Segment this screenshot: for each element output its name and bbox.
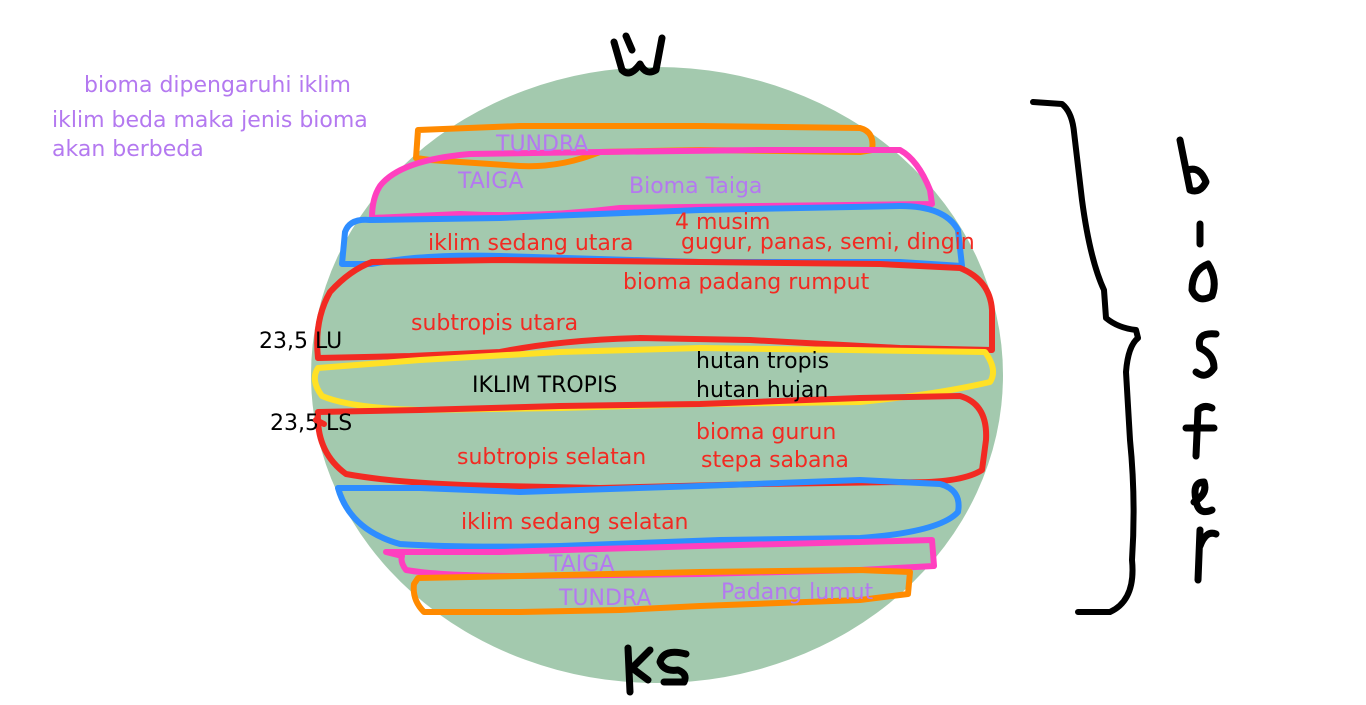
bioma-gurun-label: bioma gurun bbox=[696, 420, 836, 445]
tundra-south-label: TUNDRA bbox=[558, 586, 651, 611]
note-line-3: akan berbeda bbox=[52, 137, 204, 162]
padang-rumput-label: bioma padang rumput bbox=[623, 270, 870, 295]
iklim-sedang-selatan-outline bbox=[335, 477, 962, 550]
subtropis-selatan-label: subtropis selatan bbox=[457, 445, 646, 470]
taiga-south-label: TAIGA bbox=[548, 552, 614, 577]
ls-marker bbox=[313, 417, 327, 427]
biosfer-label: biosfer bbox=[1200, 358, 1204, 361]
tundra-north-label: TUNDRA bbox=[495, 132, 588, 157]
padang-lumut-label: Padang lumut bbox=[721, 580, 874, 605]
empat-musim-label: 4 musim bbox=[675, 210, 770, 235]
subtropis-utara-label: subtropis utara bbox=[411, 311, 578, 336]
biosfer-handwriting bbox=[1176, 136, 1220, 584]
iklim-sedang-utara-outline bbox=[339, 203, 965, 269]
iklim-sedang-utara-label: iklim sedang utara bbox=[428, 231, 633, 256]
latitude-north-label: 23,5 LU bbox=[259, 329, 342, 354]
south-handwriting-mark bbox=[624, 644, 690, 696]
latitude-south-label: 23,5 LS bbox=[270, 411, 352, 436]
tundra-south-outline bbox=[410, 567, 913, 615]
hutan-hujan-label: hutan hujan bbox=[696, 378, 828, 403]
north-handwriting-mark bbox=[610, 32, 666, 77]
subtropis-utara-outline bbox=[314, 257, 995, 361]
iklim-sedang-selatan-label: iklim sedang selatan bbox=[461, 510, 689, 535]
musim-list-label: gugur, panas, semi, dingin bbox=[681, 230, 975, 255]
curly-brace bbox=[1030, 99, 1141, 615]
iklim-tropis-label: IKLIM TROPIS bbox=[472, 373, 617, 398]
hutan-tropis-label: hutan tropis bbox=[696, 349, 829, 374]
note-line-2: iklim beda maka jenis bioma bbox=[52, 108, 368, 133]
note-line-1: bioma dipengaruhi iklim bbox=[84, 73, 351, 98]
stepa-sabana-label: stepa sabana bbox=[701, 448, 849, 473]
taiga-north-label: TAIGA bbox=[457, 169, 523, 194]
taiga-south-outline bbox=[383, 537, 937, 579]
bioma-taiga-label: Bioma Taiga bbox=[629, 174, 762, 199]
